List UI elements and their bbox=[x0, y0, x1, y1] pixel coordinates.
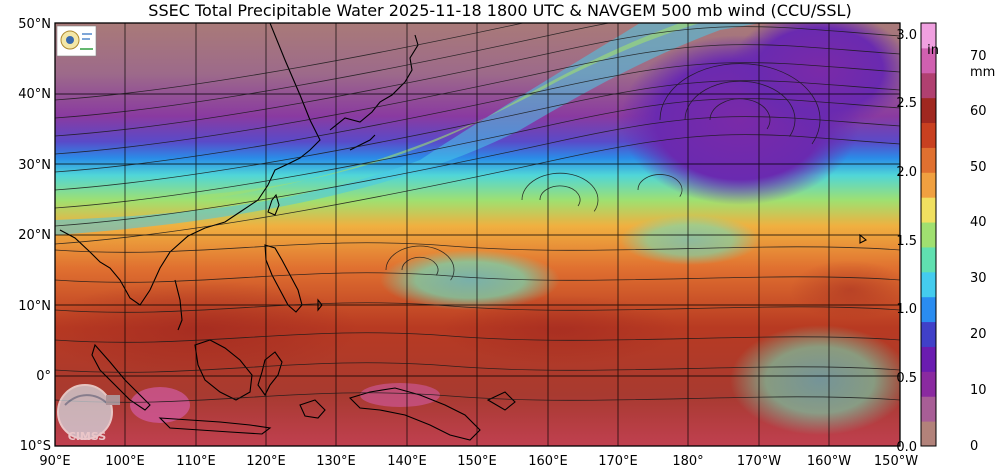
colorbar-swatch bbox=[921, 396, 936, 422]
cb-mm-tick-30: 30 bbox=[970, 271, 987, 286]
colorbar-swatch bbox=[921, 47, 936, 74]
streamline bbox=[55, 302, 900, 313]
cb-in-tick-0-0: 0.0 bbox=[896, 440, 917, 455]
cb-mm-tick-60: 60 bbox=[970, 104, 987, 119]
colorbar-swatch bbox=[921, 271, 936, 298]
cb-mm-tick-0: 0 bbox=[970, 439, 978, 454]
cimss-logo: CIMSS bbox=[57, 384, 120, 443]
colorbar-swatch bbox=[921, 172, 936, 198]
colorbar-swatch bbox=[921, 197, 936, 223]
cb-mm-unit: mm bbox=[970, 65, 995, 80]
streamline bbox=[684, 80, 796, 137]
lon-label-170e: 170°E bbox=[598, 454, 638, 469]
streamline bbox=[401, 256, 439, 276]
streamline bbox=[385, 245, 455, 281]
cb-in-tick-2-5: 2.5 bbox=[896, 96, 917, 111]
cb-in-unit: in bbox=[927, 43, 939, 58]
streamline bbox=[55, 392, 900, 403]
colorbar-swatch bbox=[921, 122, 936, 148]
map-title: SSEC Total Precipitable Water 2025-11-18… bbox=[148, 1, 852, 20]
lat-label-10s: 10°S bbox=[20, 439, 51, 454]
colorbar-swatch bbox=[921, 222, 936, 248]
streamline bbox=[55, 44, 900, 155]
colorbar-swatch bbox=[921, 23, 936, 49]
ssec-logo bbox=[56, 25, 97, 57]
colorbar-frame bbox=[920, 22, 937, 447]
cb-mm-tick-10: 10 bbox=[970, 383, 987, 398]
colorbar-swatch bbox=[921, 72, 936, 99]
streamline bbox=[659, 63, 821, 145]
streamline bbox=[55, 242, 900, 253]
streamline bbox=[637, 174, 683, 197]
streamline bbox=[709, 98, 771, 130]
lat-label-0: 0° bbox=[36, 369, 51, 384]
streamline bbox=[55, 98, 900, 209]
lon-label-180: 180° bbox=[672, 454, 703, 469]
lat-label-20n: 20°N bbox=[18, 228, 51, 243]
streamline bbox=[55, 272, 900, 283]
colorbar-swatch bbox=[921, 321, 936, 347]
cb-mm-tick-50: 50 bbox=[970, 160, 987, 175]
lon-label-150e: 150°E bbox=[457, 454, 497, 469]
cb-in-tick-1-5: 1.5 bbox=[896, 234, 917, 249]
streamline bbox=[55, 23, 612, 119]
streamline bbox=[521, 172, 599, 212]
streamline bbox=[55, 62, 900, 173]
map-frame bbox=[54, 22, 901, 447]
lat-label-10n: 10°N bbox=[18, 299, 51, 314]
cimss-text: CIMSS bbox=[68, 430, 107, 443]
lon-label-120e: 120°E bbox=[246, 454, 286, 469]
lon-label-130e: 130°E bbox=[316, 454, 356, 469]
lat-label-40n: 40°N bbox=[18, 87, 51, 102]
wind-streamlines bbox=[55, 23, 900, 403]
lon-label-90e: 90°E bbox=[39, 454, 70, 469]
cb-in-tick-0-5: 0.5 bbox=[896, 371, 917, 386]
colorbar-swatch bbox=[921, 346, 936, 372]
cb-mm-tick-70: 70 bbox=[970, 49, 987, 64]
lon-label-100e: 100°E bbox=[105, 454, 145, 469]
streamline bbox=[55, 332, 900, 343]
colorbar-swatch bbox=[921, 147, 936, 173]
graticule bbox=[55, 23, 900, 446]
lat-label-30n: 30°N bbox=[18, 158, 51, 173]
colorbar-swatches bbox=[921, 23, 936, 447]
streamline bbox=[55, 362, 900, 373]
streamline bbox=[55, 80, 900, 191]
colorbar-swatch bbox=[921, 97, 936, 124]
lon-label-140e: 140°E bbox=[387, 454, 427, 469]
streamline bbox=[55, 26, 900, 137]
lat-label-50n: 50°N bbox=[18, 17, 51, 32]
colorbar-swatch bbox=[921, 371, 936, 397]
cb-in-tick-2-0: 2.0 bbox=[896, 165, 917, 180]
streamline bbox=[539, 185, 581, 207]
colorbar-swatch bbox=[921, 296, 936, 323]
lon-label-160w: 160°W bbox=[807, 454, 851, 469]
streamline bbox=[55, 23, 525, 101]
cb-in-tick-3-0: 3.0 bbox=[896, 28, 917, 43]
lon-label-110e: 110°E bbox=[176, 454, 216, 469]
cb-in-tick-1-0: 1.0 bbox=[896, 302, 917, 317]
streamline bbox=[55, 116, 900, 227]
cb-mm-tick-40: 40 bbox=[970, 215, 987, 230]
cb-mm-tick-20: 20 bbox=[970, 327, 987, 342]
colorbar-swatch bbox=[921, 246, 936, 273]
lon-label-170w: 170°W bbox=[737, 454, 781, 469]
streamline bbox=[55, 134, 900, 245]
colorbar-swatch bbox=[921, 421, 936, 447]
lon-label-150w: 150°W bbox=[874, 454, 918, 469]
lon-label-160e: 160°E bbox=[528, 454, 568, 469]
